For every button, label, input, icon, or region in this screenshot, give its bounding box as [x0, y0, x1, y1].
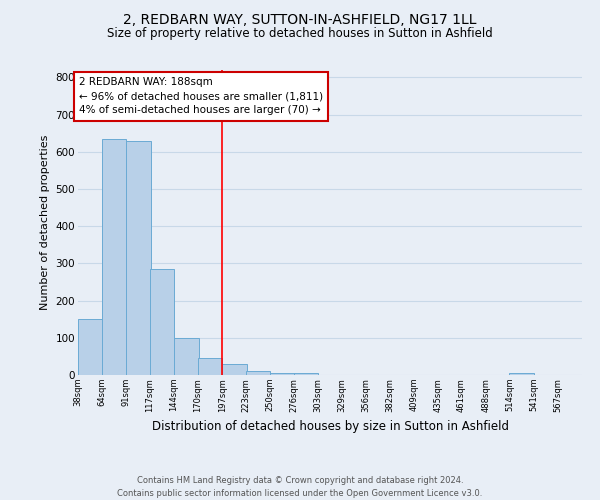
- Bar: [294, 373, 318, 375]
- Text: 2, REDBARN WAY, SUTTON-IN-ASHFIELD, NG17 1LL: 2, REDBARN WAY, SUTTON-IN-ASHFIELD, NG17…: [123, 12, 477, 26]
- Bar: [174, 338, 199, 375]
- Bar: [197, 358, 222, 375]
- Bar: [126, 140, 151, 375]
- Bar: [509, 373, 534, 375]
- Text: Contains HM Land Registry data © Crown copyright and database right 2024.
Contai: Contains HM Land Registry data © Crown c…: [118, 476, 482, 498]
- Bar: [270, 373, 295, 375]
- Y-axis label: Number of detached properties: Number of detached properties: [40, 135, 50, 310]
- Bar: [245, 372, 270, 375]
- Bar: [78, 319, 103, 375]
- Text: Size of property relative to detached houses in Sutton in Ashfield: Size of property relative to detached ho…: [107, 28, 493, 40]
- X-axis label: Distribution of detached houses by size in Sutton in Ashfield: Distribution of detached houses by size …: [151, 420, 509, 433]
- Bar: [101, 139, 126, 375]
- Bar: [149, 269, 174, 375]
- Bar: [222, 364, 247, 375]
- Text: 2 REDBARN WAY: 188sqm
← 96% of detached houses are smaller (1,811)
4% of semi-de: 2 REDBARN WAY: 188sqm ← 96% of detached …: [79, 78, 323, 116]
